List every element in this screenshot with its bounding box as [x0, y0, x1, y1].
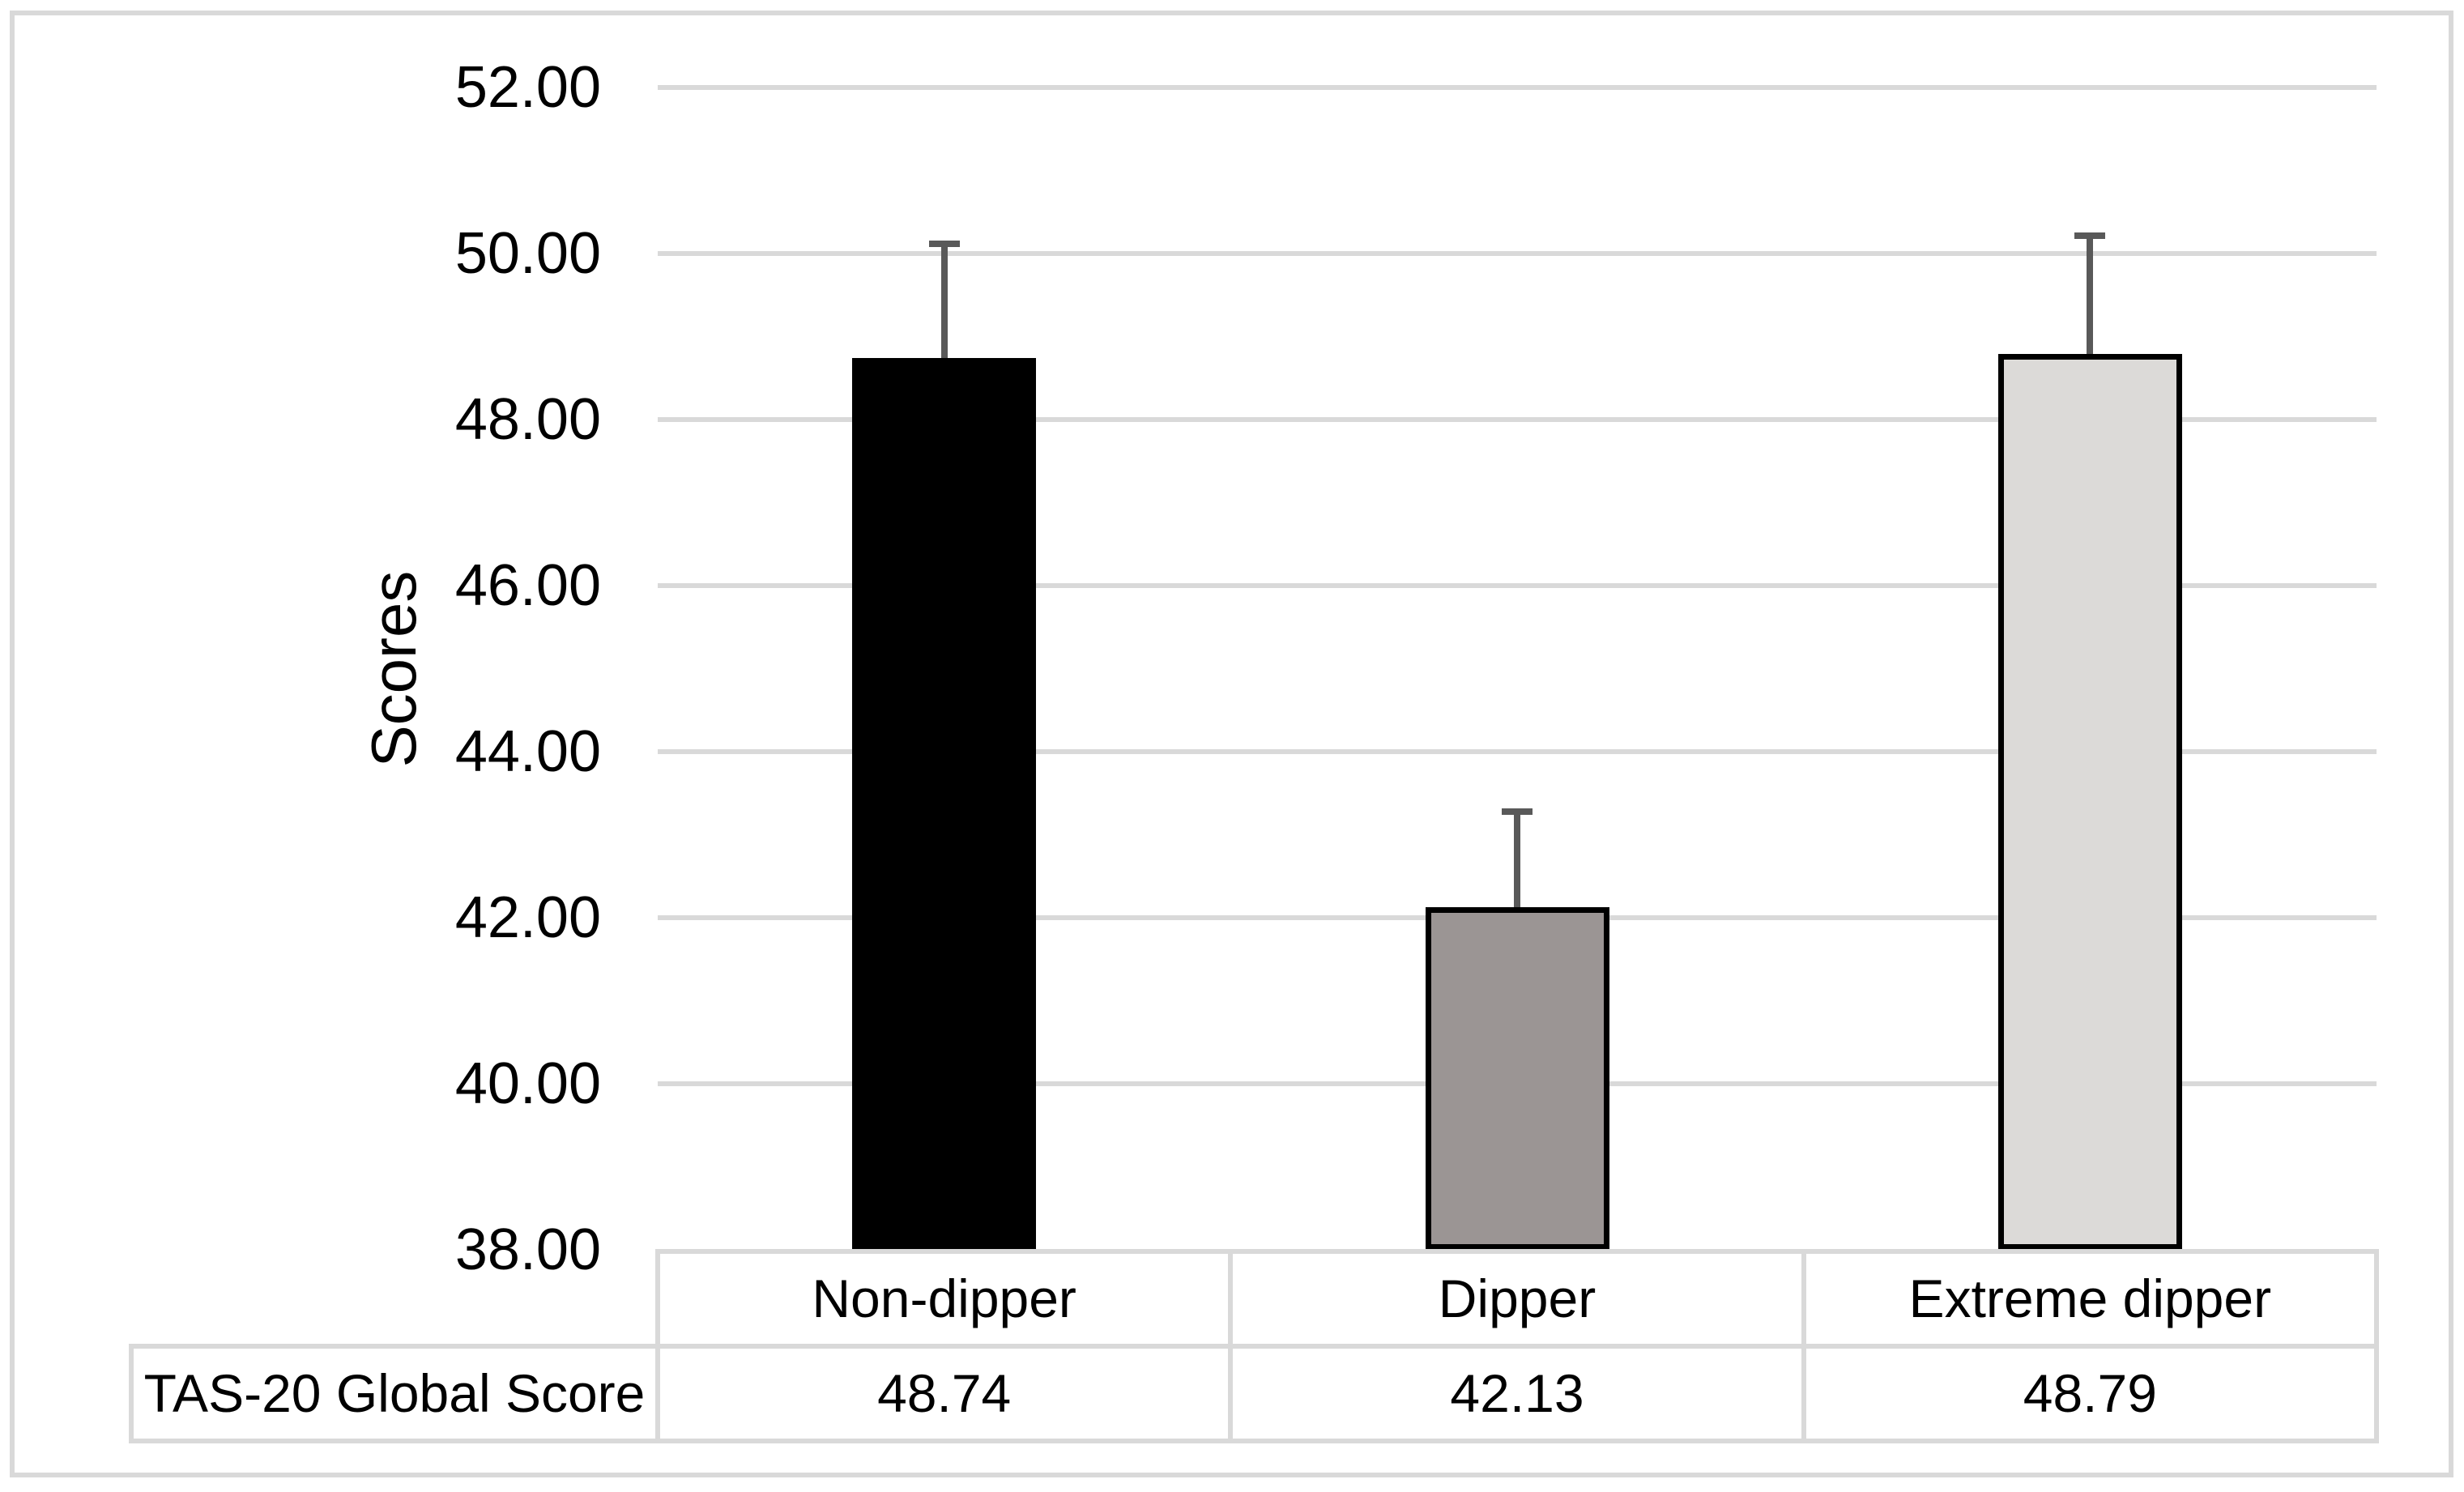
- y-axis-tick-label: 48.00: [454, 387, 601, 452]
- error-bar-cap: [928, 240, 960, 247]
- value-cell: 48.74: [655, 1344, 1234, 1443]
- data-table-row-header: TAS-20 Global Score: [129, 1344, 660, 1443]
- category-cell: Non-dipper: [655, 1249, 1234, 1349]
- gridline: [658, 749, 2377, 754]
- y-axis-tick-label: 52.00: [454, 55, 601, 120]
- error-bar-cap: [2074, 232, 2106, 240]
- error-bar: [940, 243, 948, 359]
- y-axis-tick-label: 38.00: [454, 1217, 601, 1282]
- error-bar: [2087, 236, 2094, 355]
- y-axis-tick-label: 40.00: [454, 1051, 601, 1116]
- gridline: [658, 251, 2377, 256]
- y-axis-tick-label: 44.00: [454, 719, 601, 784]
- error-bar-cap: [1502, 808, 1533, 815]
- bar-dipper: [1425, 906, 1609, 1250]
- gridline: [658, 583, 2377, 588]
- category-cell: Dipper: [1228, 1249, 1806, 1349]
- gridline: [658, 85, 2377, 90]
- figure-border: [10, 11, 2453, 1477]
- bar-extreme-dipper: [1997, 354, 2182, 1250]
- y-axis-tick-label: 42.00: [454, 885, 601, 950]
- y-axis-title: Scores: [358, 570, 429, 768]
- category-cell: Extreme dipper: [1801, 1249, 2379, 1349]
- y-axis-tick-label: 50.00: [454, 221, 601, 286]
- value-cell: 48.79: [1801, 1344, 2379, 1443]
- y-axis-tick-label: 46.00: [454, 553, 601, 618]
- gridline: [658, 417, 2377, 422]
- value-cell: 42.13: [1228, 1344, 1806, 1443]
- error-bar: [1514, 811, 1520, 907]
- bar-non-dipper: [852, 358, 1037, 1250]
